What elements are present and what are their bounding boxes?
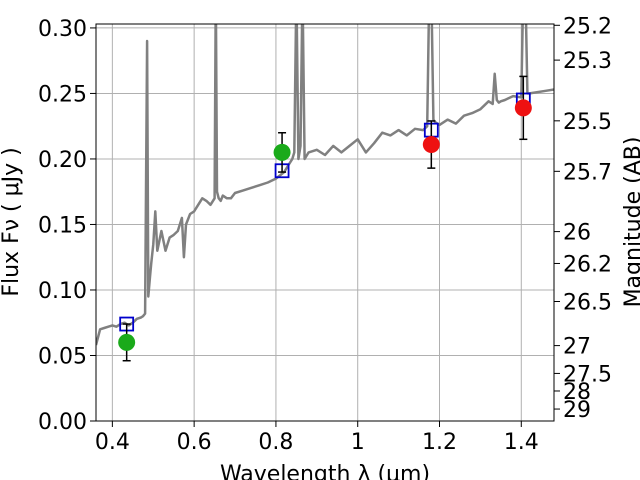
- x-tick-label: 1.2: [422, 430, 457, 455]
- y-tick-label: 0.30: [38, 17, 87, 42]
- y-axis: 0.00 0.05 0.10 0.15 0.20 0.25 0.30: [38, 17, 96, 435]
- y-axis-label: Flux Fν ( μJy ): [0, 147, 24, 296]
- jwst-data-point: [422, 136, 440, 154]
- y-tick-label: 0.00: [38, 410, 87, 435]
- right-tick-label: 25.2: [563, 14, 612, 39]
- y-tick-label: 0.20: [38, 148, 87, 173]
- x-tick-label: 0.8: [258, 430, 293, 455]
- hst-data-point: [118, 333, 136, 351]
- y-tick-label: 0.25: [38, 82, 87, 107]
- right-tick-label: 27: [563, 335, 591, 360]
- y-tick-label: 0.05: [38, 344, 87, 369]
- right-tick-label: 25.7: [563, 160, 612, 185]
- right-tick-label: 29: [563, 398, 591, 423]
- y-tick-label: 0.15: [38, 213, 87, 238]
- right-tick-label: 26.2: [563, 252, 612, 277]
- right-tick-label: 27.5: [563, 362, 612, 387]
- y-tick-label: 0.10: [38, 279, 87, 304]
- model-spectrum-line: [96, 24, 554, 346]
- plot-background: [96, 24, 554, 421]
- right-tick-label: 25.5: [563, 110, 612, 135]
- right-tick-label: 26.5: [563, 290, 612, 315]
- x-tick-label: 0.6: [177, 430, 212, 455]
- jwst-data-point: [514, 99, 532, 117]
- x-tick-label: 1.4: [504, 430, 539, 455]
- x-tick-label: 1: [351, 430, 365, 455]
- x-axis: 0.4 0.6 0.8 1 1.2 1.4: [95, 421, 539, 455]
- x-axis-label: Wavelength λ (μm): [220, 462, 430, 480]
- right-tick-label: 26: [563, 221, 591, 246]
- right-tick-label: 25.3: [563, 49, 612, 74]
- x-tick-label: 0.4: [95, 430, 130, 455]
- right-axis-label: Magnitude (AB): [621, 137, 640, 308]
- right-tick-label: 28: [563, 380, 591, 405]
- plot-frame: [95, 23, 555, 422]
- plot-area: [96, 24, 554, 362]
- hst-data-point: [273, 143, 291, 161]
